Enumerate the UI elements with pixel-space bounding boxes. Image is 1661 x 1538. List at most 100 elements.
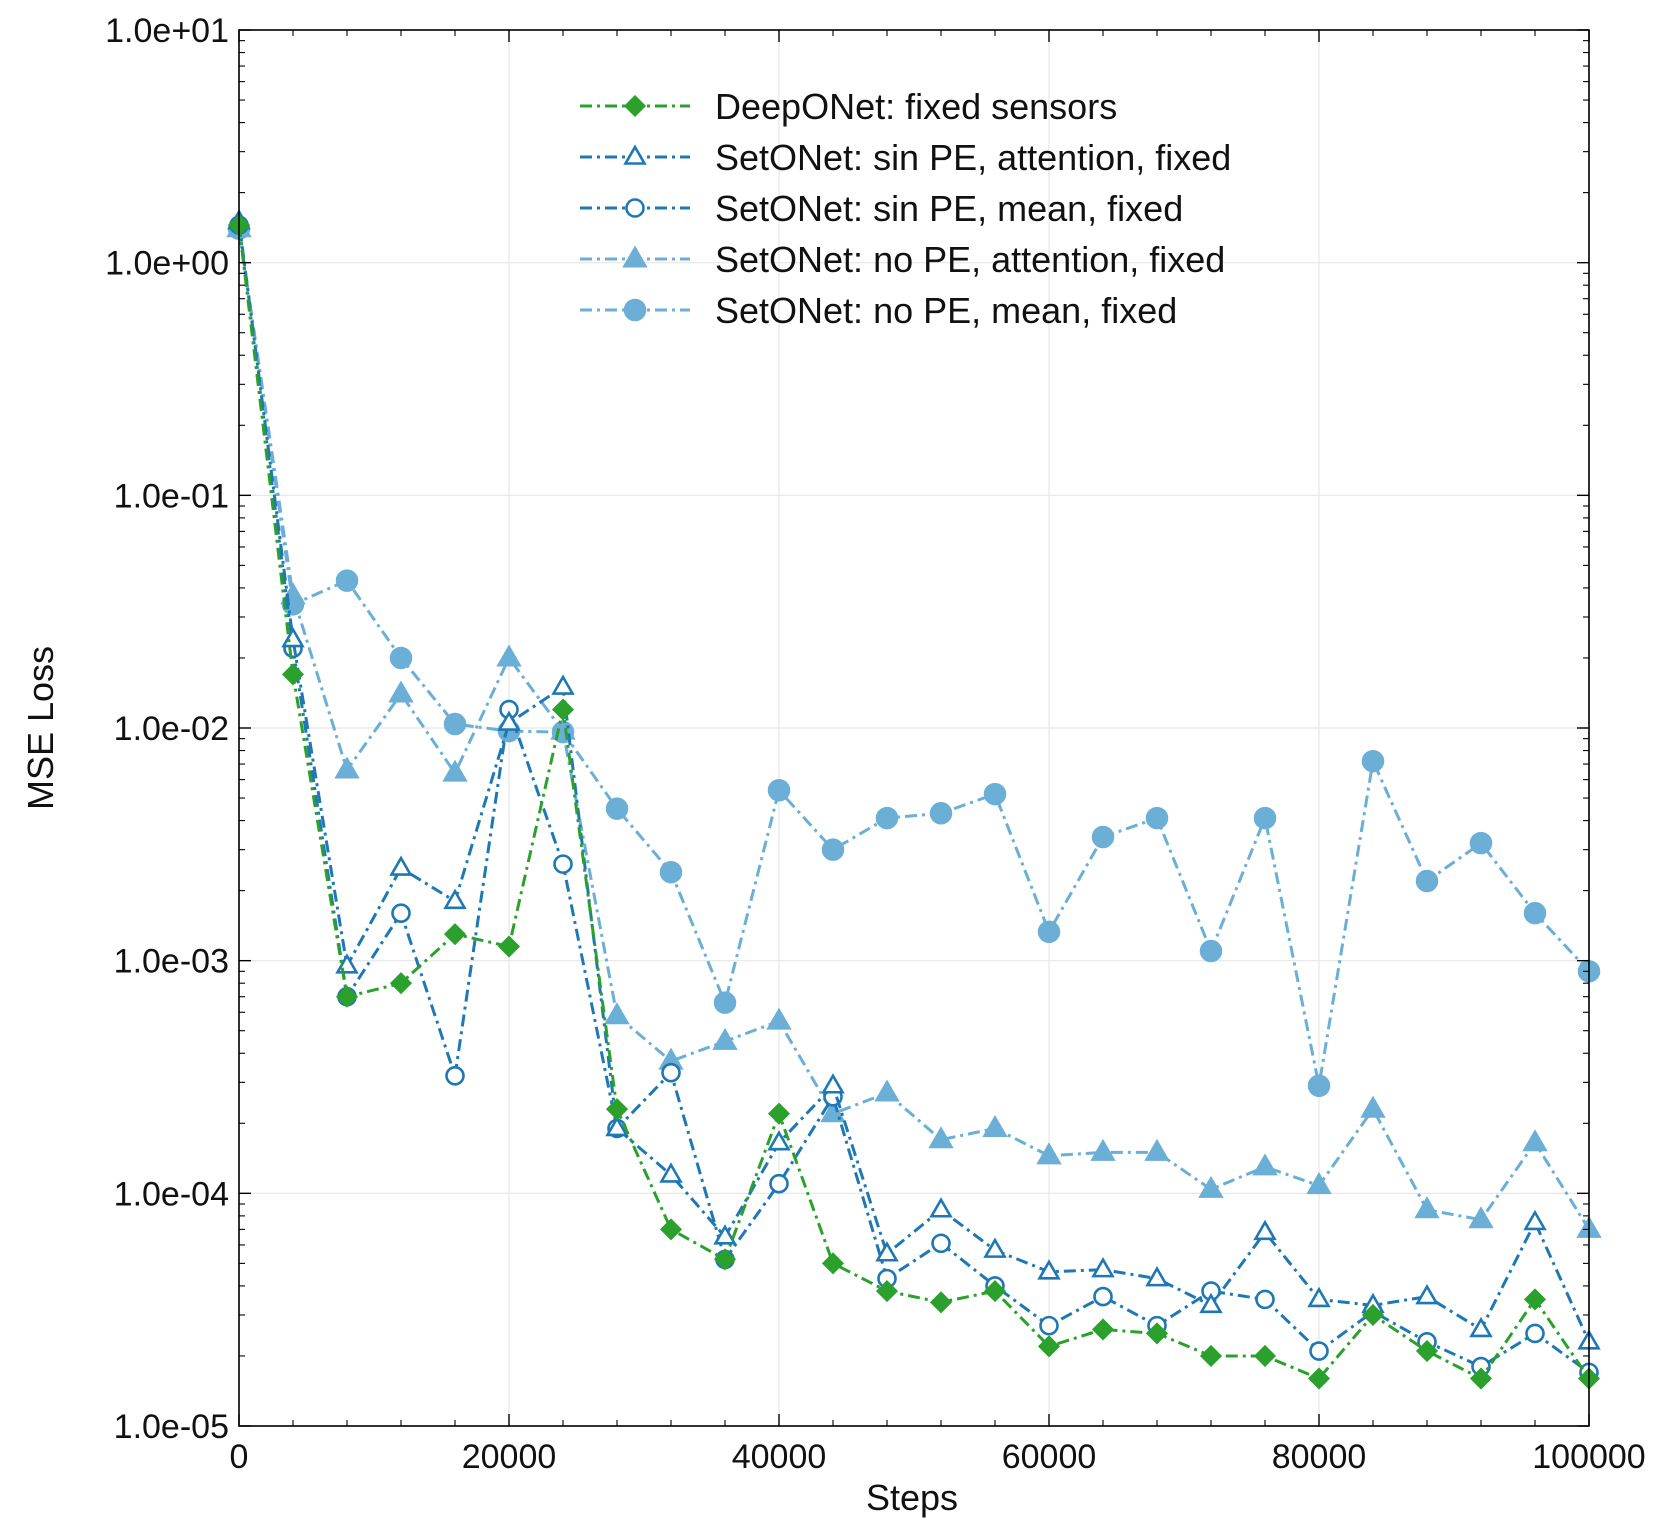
data-point [821,838,845,861]
x-tick-label: 100000 [1532,1438,1645,1476]
legend-label: SetONet: no PE, attention, fixed [715,239,1225,280]
data-point [1415,1283,1439,1305]
data-point [983,1280,1007,1303]
y-tick-label: 1.0e-05 [114,1408,229,1446]
data-point [1469,1367,1493,1390]
series-line [237,224,1590,1374]
data-point [1309,1341,1329,1361]
data-point [605,1098,629,1121]
data-point [767,1130,791,1151]
series-2 [227,209,1601,1350]
data-point [1091,1318,1115,1341]
legend-marker [623,144,647,165]
data-point [445,1066,465,1086]
legend-entry: DeepONet: fixed sensors [580,86,1117,127]
data-point [875,1280,899,1303]
data-point [712,1027,738,1050]
data-point [1415,1339,1439,1363]
data-point [1199,1292,1223,1314]
series-4 [226,215,1602,1238]
data-point [281,626,305,648]
axis-ticks: 0 20000 40000 60000 80000 100000 1.0e-05 1.0e-0… [105,12,1646,1476]
legend-entry: SetONet: sin PE, mean, fixed [580,188,1183,229]
data-point [1361,1303,1385,1327]
data-point [334,756,360,779]
legend-label: SetONet: sin PE, mean, fixed [715,188,1183,229]
y-tick-label: 1.0e-02 [114,710,229,748]
data-point [769,1173,789,1194]
legend-entry: SetONet: no PE, attention, fixed [580,239,1225,280]
data-point [874,1079,900,1102]
data-point [335,953,359,974]
legend-entry: SetONet: sin PE, attention, fixed [580,137,1231,178]
data-point [1306,1172,1332,1195]
data-point [929,1291,953,1314]
data-point [1037,1335,1061,1358]
y-axis-label: MSE Loss [20,646,61,810]
legend-marker [623,298,647,322]
legend-marker [625,198,645,218]
data-point [1414,1196,1440,1219]
data-point [1307,1367,1331,1390]
data-point [1091,825,1115,849]
legend: DeepONet: fixed sensors SetONet: sin PE, … [580,86,1231,331]
data-point [1039,1315,1059,1336]
data-point [335,569,359,592]
data-point [659,860,683,884]
x-tick-label: 20000 [462,1438,557,1476]
data-point [391,903,411,923]
data-point [1036,1142,1062,1165]
data-point [713,1224,737,1245]
data-point [659,1218,683,1241]
data-point [1198,1175,1224,1198]
data-point [1522,1129,1548,1152]
y-tick-label: 1.0e-04 [114,1175,229,1213]
data-point [659,1162,683,1183]
x-tick-label: 0 [230,1438,249,1476]
data-point [388,680,414,703]
x-axis-label: Steps [866,1477,958,1518]
data-point [1307,1286,1331,1308]
data-point [1090,1138,1116,1161]
data-point [605,797,629,820]
data-point [1307,1074,1331,1097]
legend-label: SetONet: no PE, mean, fixed [715,290,1177,331]
legend-label: DeepONet: fixed sensors [715,86,1117,127]
data-point [983,1237,1007,1258]
legend-marker [622,245,648,268]
data-point [1468,1206,1494,1229]
series-line [237,228,1591,1088]
data-point [1255,1289,1275,1310]
data-point [1523,1288,1547,1311]
data-point [497,935,521,958]
data-point [1253,806,1277,830]
y-tick-label: 1.0e+01 [105,12,229,50]
data-point [551,674,575,695]
data-point [1199,1344,1223,1368]
data-point [931,1233,951,1254]
data-point [1523,901,1547,925]
data-point [443,923,467,946]
data-point [929,1197,953,1218]
x-tick-label: 80000 [1272,1438,1367,1476]
data-point [713,1248,737,1271]
data-point [1093,1286,1113,1307]
data-point [551,698,575,721]
x-tick-label: 60000 [1002,1438,1097,1476]
data-point [1360,1095,1386,1118]
data-point [1469,1316,1493,1338]
data-point [1253,1344,1277,1368]
data-point [389,972,413,995]
data-point [553,854,573,874]
data-point [1523,1209,1547,1231]
data-point [442,759,468,782]
data-point [713,991,737,1014]
data-point [767,1102,791,1125]
data-point [983,782,1007,806]
series-line [237,228,1591,1231]
legend-label: SetONet: sin PE, attention, fixed [715,137,1231,178]
data-point [443,712,467,736]
data-point [661,1062,681,1083]
data-point [982,1114,1008,1138]
